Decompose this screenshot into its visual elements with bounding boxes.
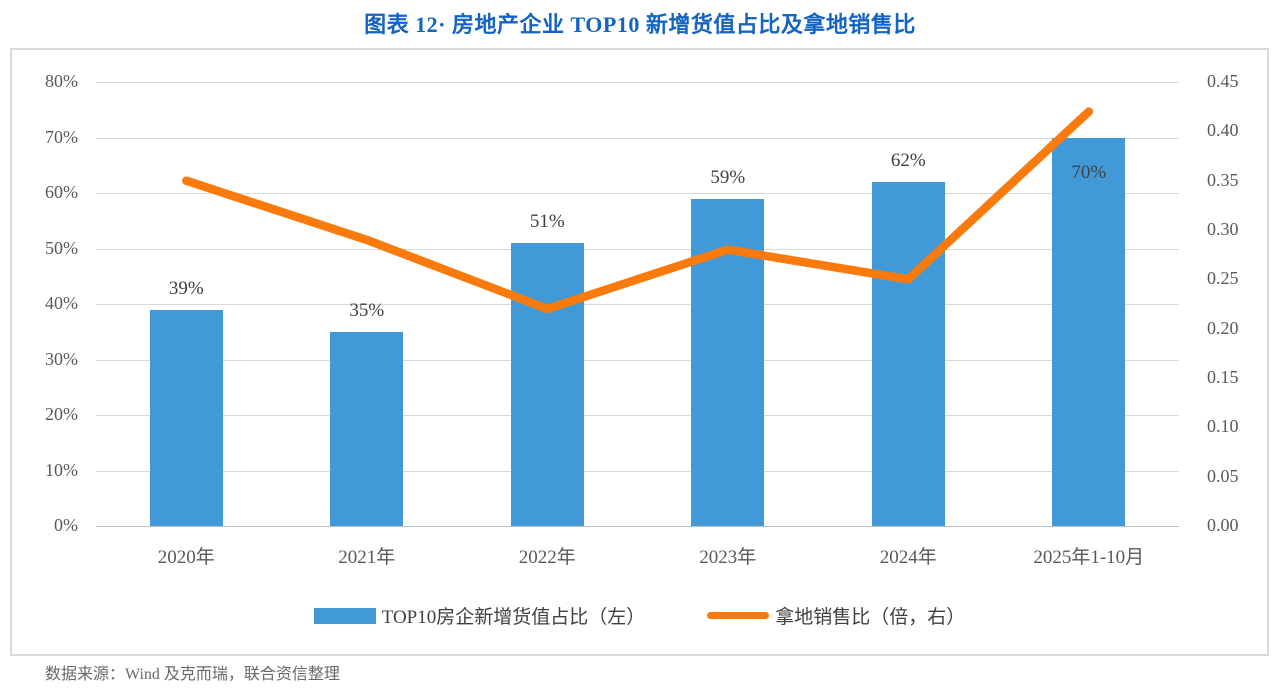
bar-2025年1-10月 xyxy=(1052,137,1126,526)
data-source-note: 数据来源：Wind 及克而瑞，联合资信整理 xyxy=(45,666,340,683)
bar-2021年 xyxy=(330,331,404,526)
line-series xyxy=(182,107,1094,314)
legend-item-bar-series: TOP10房企新增货值占比（左） xyxy=(313,602,646,629)
bar-data-label: 59% xyxy=(710,166,746,188)
gridline xyxy=(96,82,1179,83)
x-axis-label: 2021年 xyxy=(338,547,396,568)
chart-legend: TOP10房企新增货值占比（左） 拿地销售比（倍，右） xyxy=(12,602,1267,629)
gridline xyxy=(96,193,1179,194)
bar-data-label: 62% xyxy=(890,149,926,171)
bar-data-label: 51% xyxy=(529,210,565,232)
right-axis-tick: 0.10 xyxy=(1207,416,1239,437)
gridline xyxy=(96,248,1179,250)
plot-area: 39% 35% 51% 59% 62% 70% xyxy=(96,82,1179,527)
left-axis-tick: 70% xyxy=(45,126,78,147)
x-axis-label: 2022年 xyxy=(518,547,576,568)
x-axis-label: 2024年 xyxy=(879,547,937,568)
right-axis-tick: 0.30 xyxy=(1207,219,1239,239)
gridline xyxy=(96,415,1179,416)
right-axis-ticks: 0.45 0.40 0.35 0.30 0.25 0.20 0.15 0.10 0.05 0.00 xyxy=(1207,71,1267,535)
right-axis-tick: 0.20 xyxy=(1207,317,1239,338)
bar-2024年 xyxy=(871,181,945,526)
left-axis-tick: 60% xyxy=(45,182,78,202)
chart-title: 图表 12· 房地产企业 TOP10 新增货值占比及拿地销售比 xyxy=(364,12,916,37)
chart-container: 80% 70% 60% 50% 40% 30% 20% 10% 0% 0.45 0.40 0.35 0… xyxy=(10,48,1269,656)
left-axis-ticks: 80% 70% 60% 50% 40% 30% 20% 10% 0% xyxy=(12,71,78,535)
left-axis-tick: 20% xyxy=(45,404,78,424)
bar-data-label: 35% xyxy=(349,299,385,321)
line-series-path xyxy=(182,107,1094,314)
x-axis-line xyxy=(96,526,1179,527)
gridline xyxy=(96,137,1179,139)
gridline xyxy=(96,359,1179,361)
right-axis-tick: 0.40 xyxy=(1207,120,1239,141)
x-axis-label: 2020年 xyxy=(157,547,215,568)
right-axis-tick: 0.00 xyxy=(1207,515,1239,535)
right-axis-tick: 0.15 xyxy=(1207,367,1239,387)
legend-label-line-series: 拿地销售比（倍，右） xyxy=(775,607,966,628)
bar-2022年 xyxy=(510,242,584,526)
left-axis-tick: 30% xyxy=(45,348,78,369)
right-axis-tick: 0.45 xyxy=(1207,71,1239,91)
legend-item-line-series: 拿地销售比（倍，右） xyxy=(707,602,965,629)
x-axis-label: 2025年1-10月 xyxy=(1033,547,1145,568)
bar-2020年 xyxy=(149,309,223,526)
left-axis-tick: 80% xyxy=(45,71,78,91)
gridline xyxy=(96,304,1179,305)
line-series-swatch xyxy=(707,612,770,619)
bar-series-swatch xyxy=(313,607,376,624)
gridline xyxy=(96,470,1179,472)
left-axis-tick: 10% xyxy=(45,459,78,480)
left-axis-tick: 50% xyxy=(45,237,78,258)
x-axis-label: 2023年 xyxy=(699,547,757,568)
right-axis-tick: 0.25 xyxy=(1207,268,1239,289)
x-axis-labels: 2020年 2021年 2022年 2023年 2024年 2025年1-10月 xyxy=(96,542,1179,572)
left-axis-tick: 0% xyxy=(54,515,78,535)
legend-label-bar-series: TOP10房企新增货值占比（左） xyxy=(381,607,646,628)
bar-data-label: 39% xyxy=(168,277,204,299)
right-axis-tick: 0.05 xyxy=(1207,465,1239,486)
bar-data-label: 70% xyxy=(1071,161,1107,183)
left-axis-tick: 40% xyxy=(45,293,78,313)
right-axis-tick: 0.35 xyxy=(1207,169,1239,190)
